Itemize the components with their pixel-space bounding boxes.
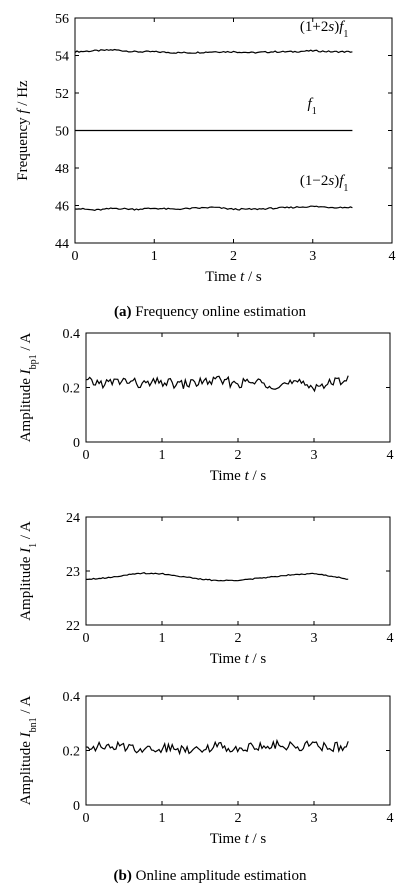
x-tick-label: 4 <box>387 631 394 646</box>
y-tick-label: 52 <box>55 87 69 102</box>
plot-frame <box>85 516 391 626</box>
x-axis-label: Time t / s <box>210 468 267 484</box>
x-tick-label: 4 <box>387 448 394 463</box>
series-line-1 <box>85 375 349 393</box>
y-tick-label: 0 <box>73 799 80 814</box>
x-axis-label: Time t / s <box>205 269 262 285</box>
y-tick-label: 0.2 <box>63 745 81 760</box>
x-tick-label: 4 <box>387 811 394 826</box>
x-tick-label: 3 <box>311 448 318 463</box>
x-tick-label: 1 <box>159 448 166 463</box>
chart-panel-2: 0 1 2 3 4 0 0.2 0.4 <box>63 327 394 463</box>
y-tick-label: 0 <box>73 436 80 451</box>
x-tick-label: 2 <box>235 811 242 826</box>
y-tick-label: 54 <box>55 50 69 65</box>
x-tick-label: 1 <box>159 811 166 826</box>
plot-frame <box>85 332 391 443</box>
y-tick-label: 24 <box>66 511 80 526</box>
y-tick-label: 0.4 <box>63 327 81 342</box>
chart-panel-4: 0 1 2 3 4 0 0.2 0.4 <box>63 690 394 826</box>
x-tick-label: 2 <box>235 631 242 646</box>
x-tick-label: 0 <box>83 448 90 463</box>
y-axis-label: Amplitude Ibn1 / A <box>18 696 39 806</box>
y-tick-label: 46 <box>55 200 69 215</box>
y-tick-label: 23 <box>66 565 80 580</box>
caption-a: (a) Frequency online estimation <box>114 304 307 320</box>
y-tick-label: 44 <box>55 237 69 252</box>
caption-b: (b) Online amplitude estimation <box>114 868 307 884</box>
x-axis-label: Time t / s <box>210 651 267 667</box>
x-axis-label: Time t / s <box>210 831 267 847</box>
x-tick-label: 2 <box>230 249 237 264</box>
x-tick-label: 3 <box>311 631 318 646</box>
y-tick-label: 0.2 <box>63 382 81 397</box>
series-line-1 <box>86 572 349 582</box>
x-tick-label: 3 <box>311 811 318 826</box>
series-annotation-1: (1+2s)f1 <box>300 19 348 40</box>
x-tick-label: 1 <box>159 631 166 646</box>
series-line-3 <box>74 205 353 212</box>
series-annotation-3: (1−2s)f1 <box>300 173 348 194</box>
x-tick-label: 1 <box>151 249 158 264</box>
series-line-1 <box>85 738 349 756</box>
y-tick-label: 50 <box>55 125 69 140</box>
x-tick-label: 0 <box>83 811 90 826</box>
y-tick-label: 48 <box>55 162 69 177</box>
x-tick-label: 0 <box>72 249 79 264</box>
x-tick-label: 3 <box>309 249 316 264</box>
y-tick-label: 0.4 <box>63 690 81 705</box>
x-tick-label: 0 <box>83 631 90 646</box>
y-axis-label: Frequency f / Hz <box>15 80 31 181</box>
y-tick-label: 22 <box>66 619 80 634</box>
series-line-1 <box>74 48 353 54</box>
x-tick-label: 4 <box>389 249 396 264</box>
series-annotation-2: f1 <box>308 96 317 117</box>
x-tick-label: 2 <box>235 448 242 463</box>
y-axis-label: Amplitude Ibp1 / A <box>18 333 39 443</box>
y-axis-label: Amplitude I1 / A <box>18 521 39 621</box>
y-tick-label: 56 <box>55 12 69 27</box>
